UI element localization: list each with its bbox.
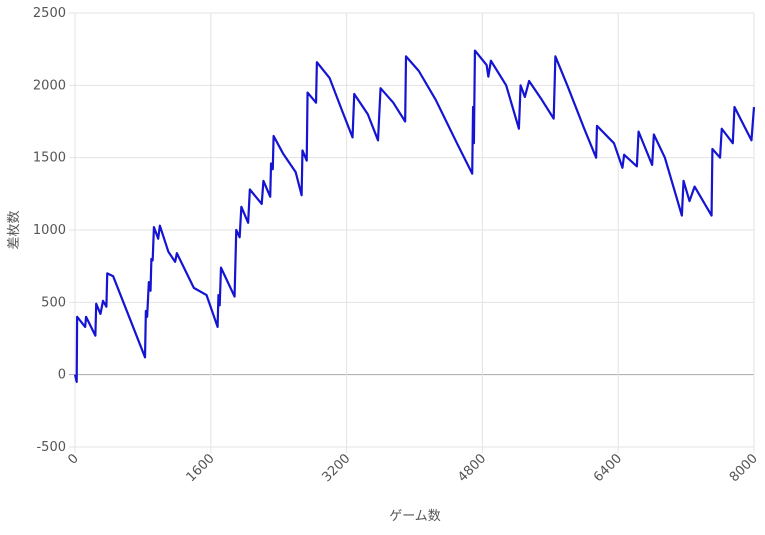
y-axis-title: 差枚数: [7, 210, 22, 249]
y-tick-label: 2000: [33, 78, 66, 93]
x-tick-label: 3200: [319, 451, 353, 485]
x-tick-label: 8000: [727, 451, 761, 485]
y-tick-label: -500: [36, 440, 66, 455]
y-tick-label: 2500: [33, 6, 66, 21]
x-tick-label: 1600: [184, 451, 218, 485]
y-tick-label: 1000: [33, 223, 66, 238]
data-line: [73, 49, 756, 383]
x-axis-title: ゲーム数: [389, 509, 441, 524]
x-tick-label: 0: [65, 451, 81, 467]
y-tick-label: 500: [41, 295, 66, 310]
x-tick-label: 6400: [591, 451, 625, 485]
y-tick-label: 1500: [33, 151, 66, 166]
y-tick-label: 0: [58, 368, 66, 383]
x-tick-label: 4800: [455, 451, 489, 485]
